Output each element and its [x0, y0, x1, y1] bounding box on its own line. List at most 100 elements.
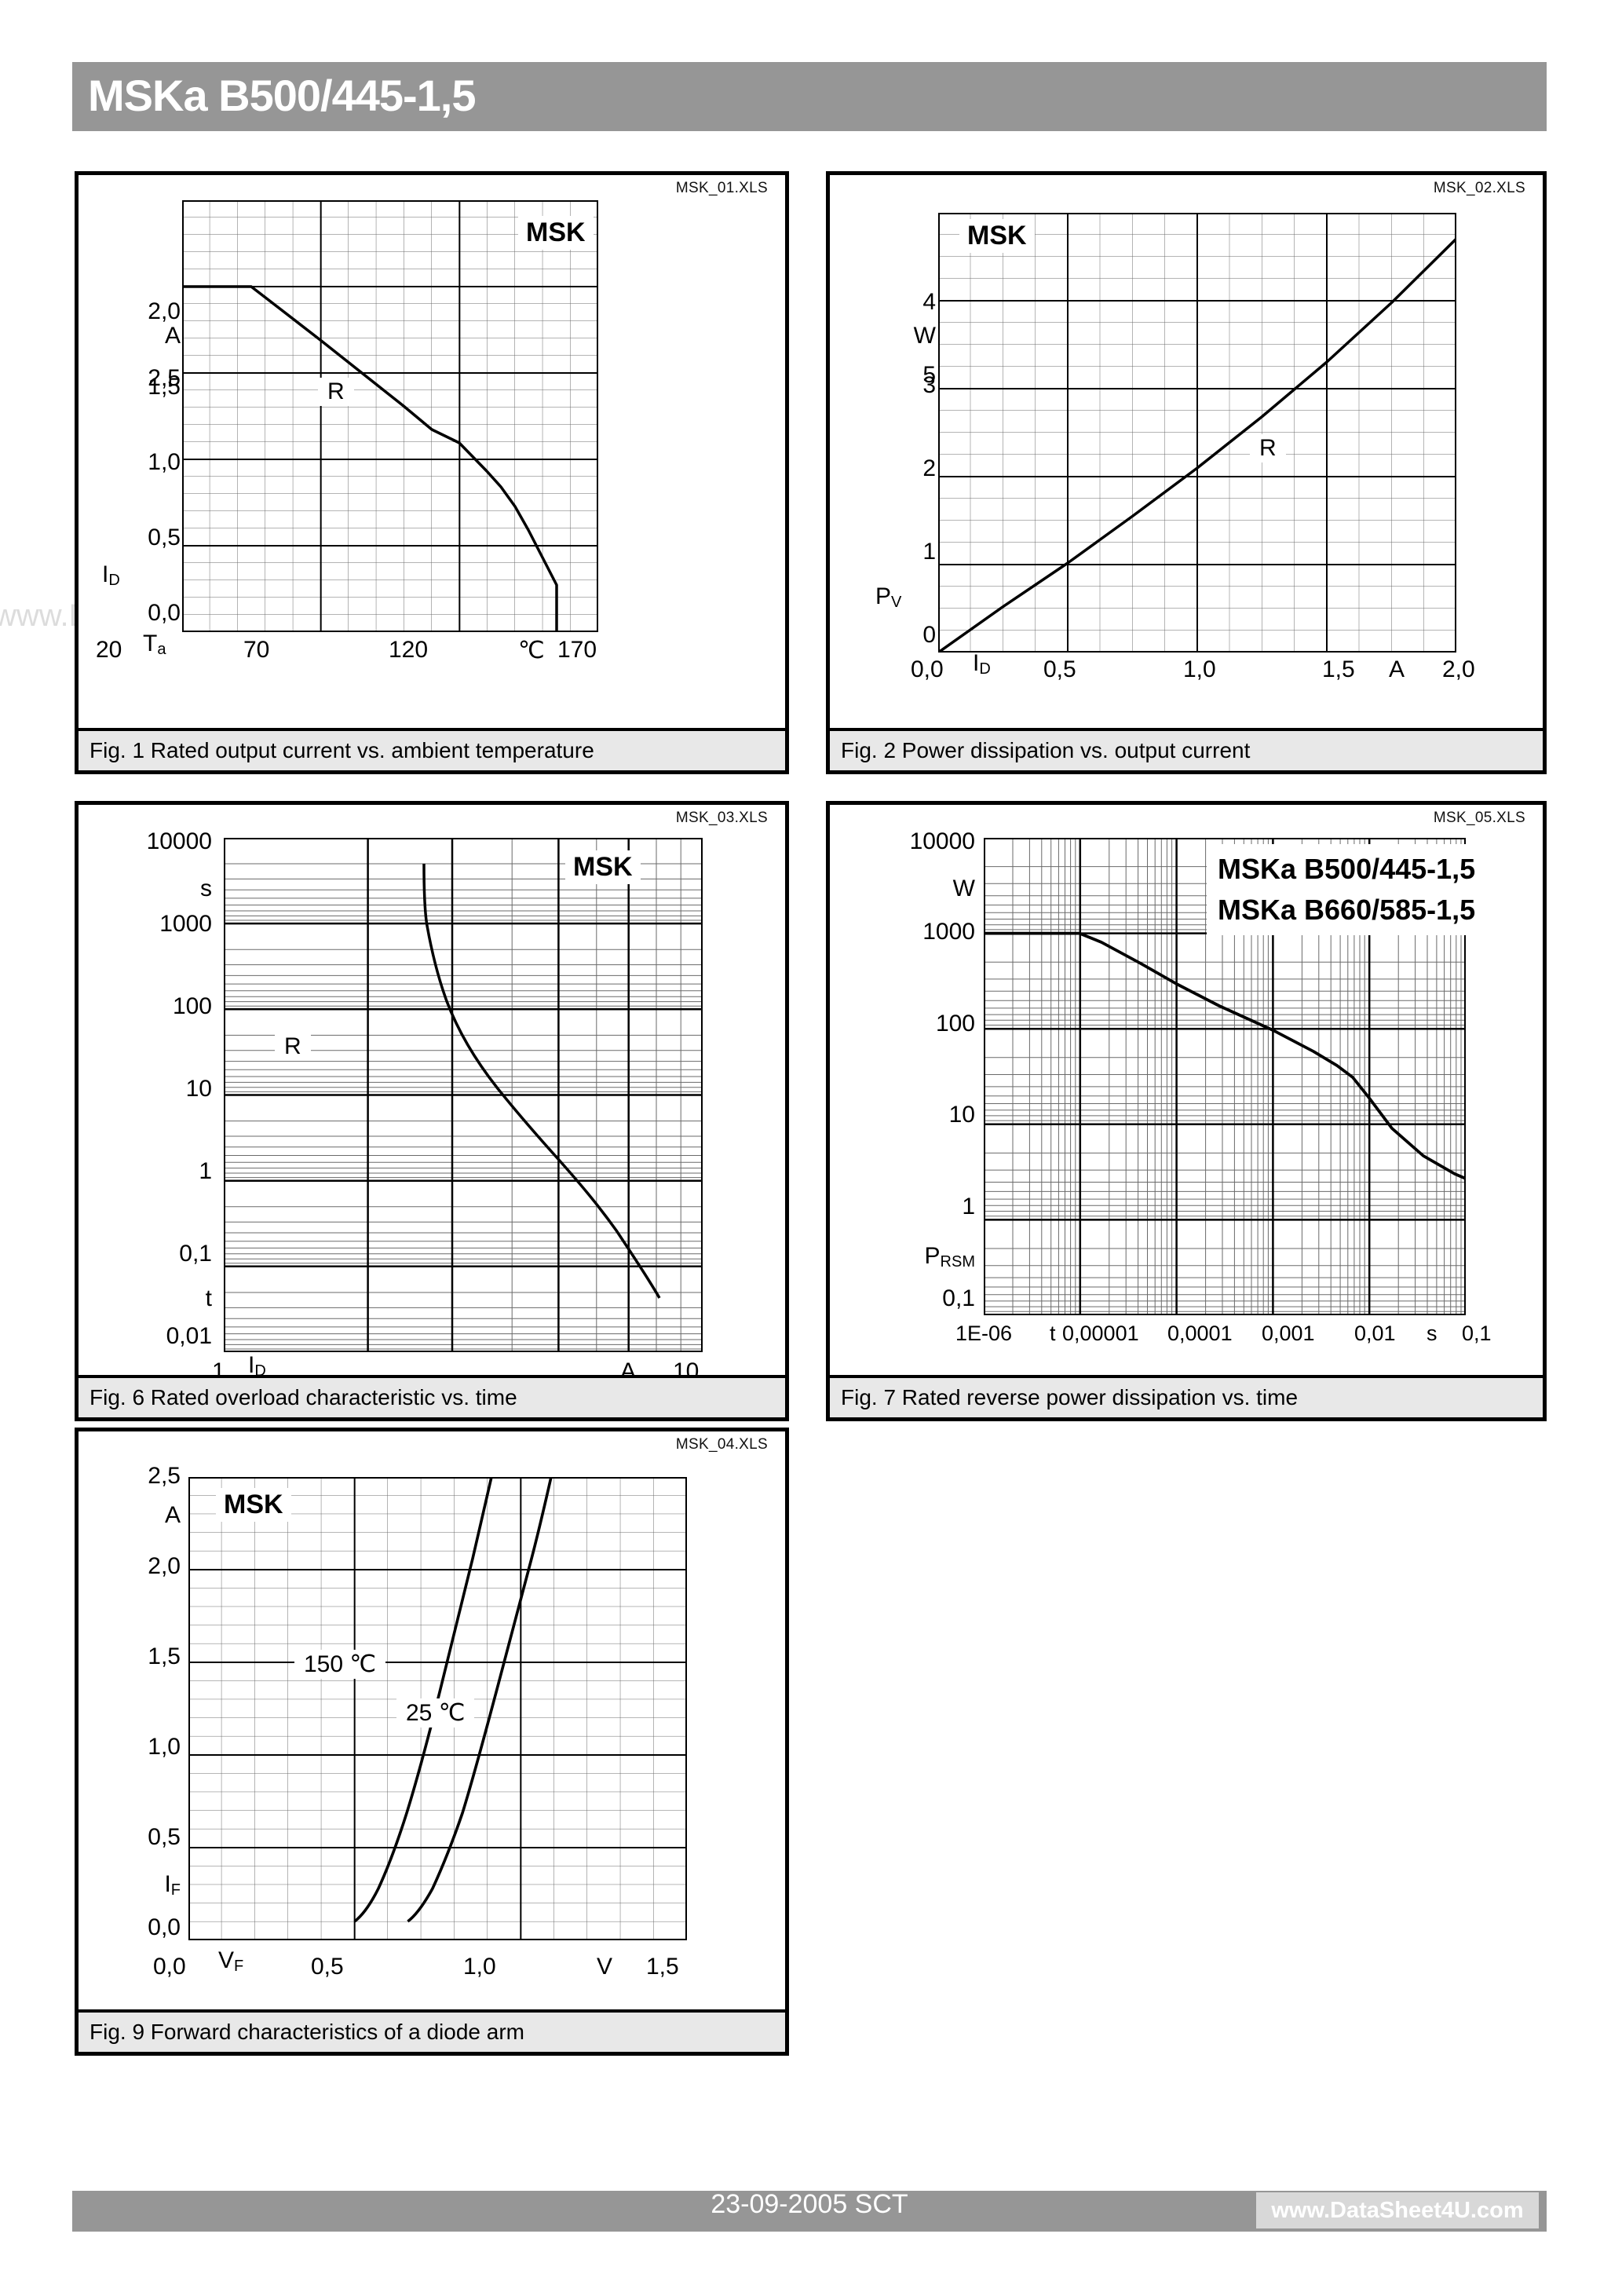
- fig7-y-symbol-main: P: [924, 1243, 941, 1269]
- fig2-ytick-1: 4: [922, 289, 936, 315]
- fig7-ytick-1: 1000: [922, 919, 975, 945]
- fig6-ytick-0: 10000: [146, 828, 212, 854]
- fig1-y-symbol: ID: [102, 561, 120, 590]
- fig2-legend: MSK: [959, 219, 1035, 253]
- fig9-legend: MSK: [216, 1488, 291, 1522]
- fig6-legend: MSK: [565, 850, 641, 884]
- fig6-plot: [224, 838, 703, 1352]
- fig1-caption: Fig. 1 Rated output current vs. ambient …: [79, 728, 785, 770]
- fig6-y-symbol: t: [205, 1285, 212, 1311]
- fig9-ytick-3: 1,0: [148, 1734, 181, 1760]
- fig7-xtick-3: 0,001: [1262, 1322, 1315, 1345]
- fig1-x-symbol-main: T: [143, 631, 158, 656]
- fig2-y-unit: W: [913, 323, 936, 349]
- fig9-curve-label-25c: 25 ℃: [396, 1698, 475, 1727]
- fig2-xls-tag: MSK_02.XLS: [1433, 180, 1525, 196]
- fig7-xtick-4: 0,01: [1354, 1322, 1396, 1345]
- fig6-x-symbol-main: I: [248, 1352, 255, 1378]
- fig9-x-symbol: VF: [218, 1947, 243, 1976]
- fig9-xtick-3: 1,5: [646, 1954, 679, 1980]
- fig9-xtick-0: 0,0: [153, 1954, 186, 1980]
- fig2-y-symbol-sub: V: [891, 594, 902, 611]
- fig7-ytick-5: 0,1: [942, 1285, 975, 1311]
- fig9-plot: [188, 1477, 687, 1940]
- fig1-xtick-3: 170: [557, 637, 597, 663]
- figure-9-box: MSK_04.XLS 2,5 A 2,0 1,5 1,0 0,5 IF 0,0 …: [75, 1428, 789, 2056]
- fig1-ytick-3: 1,0: [148, 449, 181, 475]
- fig2-xtick-0: 0,0: [911, 656, 944, 682]
- fig6-ytick-1: 1000: [159, 911, 212, 937]
- fig9-y-symbol: IF: [86, 1871, 181, 1899]
- footer-page-number: 2: [41, 2188, 56, 2217]
- fig1-ytick-2: 1,5: [148, 374, 181, 400]
- fig2-ytick-2: 3: [922, 372, 936, 398]
- fig9-caption-text: Fig. 9 Forward characteristics of a diod…: [90, 2020, 524, 2044]
- fig1-plot: [182, 200, 598, 632]
- fig9-xtick-1: 0,5: [311, 1954, 344, 1980]
- fig9-xtick-2: 1,0: [463, 1954, 496, 1980]
- fig7-caption-text: Fig. 7 Rated reverse power dissipation v…: [841, 1385, 1299, 1409]
- fig7-y-symbol-sub: RSM: [940, 1253, 975, 1270]
- figure-2-box: MSK_02.XLS 5 W 4 3 2 1 0 PV 0,0 ID 0,5 1…: [826, 171, 1547, 774]
- fig1-curve-label: R: [318, 378, 354, 406]
- fig2-x-symbol-sub: D: [979, 660, 991, 678]
- fig2-ytick-5: 0: [922, 622, 936, 648]
- fig7-xtick-2: 0,0001: [1167, 1322, 1233, 1345]
- fig7-legend: MSKa B500/445-1,5 MSKa B660/585-1,5: [1207, 844, 1487, 936]
- fig1-caption-text: Fig. 1 Rated output current vs. ambient …: [90, 738, 594, 762]
- fig1-ytick-5: 0,0: [148, 600, 181, 626]
- fig9-x-symbol-sub: F: [234, 1958, 244, 1975]
- fig2-caption-text: Fig. 2 Power dissipation vs. output curr…: [841, 738, 1251, 762]
- fig1-y-symbol-sub: D: [108, 572, 120, 589]
- figure-6-box: MSK_03.XLS 10000 s 1000 100 10 1 0,1 t 0…: [75, 801, 789, 1421]
- fig1-ytick-0: 2,5: [148, 365, 181, 391]
- figure-7-box: MSK_05.XLS 10000 W 1000 100 10 1 PRSM 0,…: [826, 801, 1547, 1421]
- fig7-xtick-5: 0,1: [1462, 1322, 1492, 1345]
- fig7-ytick-2: 100: [935, 1011, 975, 1036]
- fig9-ytick-5: 0,0: [148, 1914, 181, 1940]
- fig7-legend-line-0: MSKa B500/445-1,5: [1218, 853, 1476, 885]
- fig9-ytick-0: 2,5: [148, 1463, 181, 1489]
- fig2-y-symbol-main: P: [875, 583, 892, 609]
- fig9-caption: Fig. 9 Forward characteristics of a diod…: [79, 2009, 785, 2052]
- fig9-xls-tag: MSK_04.XLS: [675, 1436, 768, 1453]
- fig2-x-unit: A: [1389, 656, 1405, 682]
- fig7-y-unit: W: [952, 876, 975, 901]
- fig1-legend: MSK: [518, 216, 594, 250]
- fig6-ytick-3: 10: [185, 1076, 212, 1102]
- fig1-xtick-0: 20: [96, 637, 122, 663]
- fig2-x-symbol-main: I: [973, 650, 980, 676]
- fig7-x-symbol: t: [1050, 1322, 1056, 1345]
- fig6-caption-text: Fig. 6 Rated overload characteristic vs.…: [90, 1385, 517, 1409]
- fig1-x-unit: ℃: [518, 638, 545, 664]
- fig2-xtick-3: 1,5: [1322, 656, 1355, 682]
- fig2-xtick-2: 1,0: [1183, 656, 1216, 682]
- fig7-y-symbol: PRSM: [826, 1243, 975, 1271]
- fig2-curve-label: R: [1250, 434, 1286, 462]
- fig2-ytick-3: 2: [922, 455, 936, 481]
- fig9-x-symbol-main: V: [218, 1947, 235, 1973]
- fig1-ytick-1: 2,0: [148, 298, 181, 324]
- fig7-xtick-1: 0,00001: [1062, 1322, 1139, 1345]
- figure-1-box: MSK_01.XLS 2,5 A 2,0 1,5 1,0 0,5 0,0 ID …: [75, 171, 789, 774]
- fig7-ytick-0: 10000: [909, 828, 975, 854]
- fig6-curve-label: R: [275, 1033, 311, 1061]
- fig6-y-unit: s: [200, 876, 212, 901]
- fig9-ytick-4: 0,5: [148, 1824, 181, 1850]
- fig9-y-unit: A: [164, 1502, 181, 1528]
- fig7-ytick-4: 1: [962, 1194, 975, 1219]
- fig6-caption: Fig. 6 Rated overload characteristic vs.…: [79, 1375, 785, 1417]
- fig1-xtick-2: 120: [389, 637, 429, 663]
- fig2-y-symbol: PV: [875, 583, 901, 612]
- fig7-xls-tag: MSK_05.XLS: [1433, 810, 1525, 826]
- fig9-x-unit: V: [597, 1954, 613, 1980]
- fig2-xtick-4: 2,0: [1442, 656, 1475, 682]
- fig1-xls-tag: MSK_01.XLS: [675, 180, 768, 196]
- fig7-x-unit: s: [1427, 1322, 1438, 1345]
- fig1-y-unit: A: [164, 323, 181, 349]
- fig2-x-symbol: ID: [973, 650, 991, 678]
- fig6-xls-tag: MSK_03.XLS: [675, 810, 768, 826]
- fig1-x-symbol-sub: a: [157, 641, 166, 658]
- page-title: MSKa B500/445-1,5: [88, 71, 477, 121]
- fig1-xtick-1: 70: [243, 637, 270, 663]
